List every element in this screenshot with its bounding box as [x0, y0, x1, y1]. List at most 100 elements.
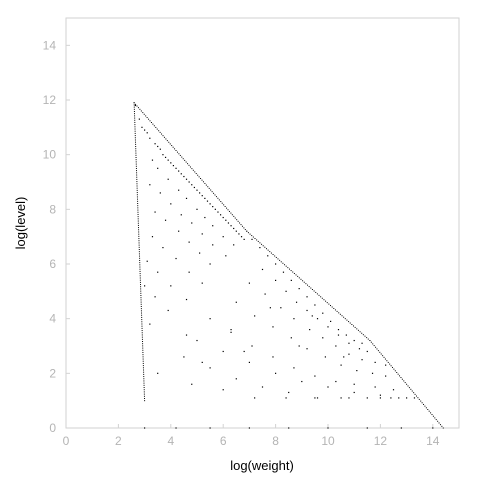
boundary-upper-point — [192, 169, 194, 171]
boundary-upper-point — [375, 346, 377, 348]
boundary-left-point — [137, 216, 139, 218]
boundary-left-point — [140, 301, 142, 303]
y-tick-label: 0 — [49, 421, 56, 435]
data-point — [295, 301, 298, 303]
boundary-left-point — [135, 165, 137, 167]
boundary-left-point — [141, 338, 143, 340]
boundary-left-point — [142, 347, 144, 349]
data-point — [209, 203, 211, 205]
boundary-left-point — [140, 295, 142, 297]
boundary-left-point — [137, 207, 139, 209]
data-point — [196, 208, 198, 210]
boundary-left-point — [134, 135, 136, 137]
data-point — [144, 129, 146, 131]
boundary-upper-point — [430, 412, 432, 414]
boundary-upper-point — [406, 383, 408, 385]
boundary-upper-point — [270, 252, 272, 254]
data-point — [285, 290, 287, 292]
boundary-upper-point — [300, 278, 302, 280]
boundary-left-point — [137, 209, 139, 211]
boundary-upper-point — [320, 296, 322, 298]
boundary-upper-point — [244, 229, 246, 231]
boundary-upper-point — [284, 264, 286, 266]
boundary-left-point — [139, 279, 141, 281]
boundary-upper-point — [182, 158, 184, 160]
boundary-upper-point — [382, 355, 384, 357]
data-point — [199, 192, 201, 194]
data-point — [191, 184, 193, 186]
data-point — [385, 364, 387, 366]
data-point — [353, 391, 355, 394]
boundary-upper-point — [287, 267, 289, 269]
data-point — [371, 372, 374, 374]
boundary-upper-point — [353, 325, 355, 327]
data-point — [259, 247, 261, 249]
boundary-left-point — [138, 240, 140, 242]
boundary-upper-point — [139, 108, 141, 110]
boundary-upper-point — [399, 375, 401, 377]
data-point — [285, 397, 287, 399]
data-point — [261, 268, 264, 271]
boundary-upper-point — [439, 424, 441, 426]
y-tick-label: 4 — [49, 312, 56, 326]
data-point — [178, 189, 180, 191]
data-point — [301, 380, 303, 383]
boundary-upper-point — [204, 182, 206, 184]
boundary-left-point — [139, 255, 141, 257]
data-point — [204, 216, 206, 219]
boundary-left-point — [133, 110, 135, 112]
data-point — [157, 271, 159, 273]
boundary-upper-point — [418, 398, 420, 400]
y-tick-label: 2 — [49, 366, 56, 380]
data-point — [222, 216, 224, 219]
data-point — [314, 375, 316, 377]
data-point — [398, 397, 400, 399]
data-point — [151, 236, 154, 238]
boundary-upper-point — [396, 371, 398, 373]
boundary-upper-point — [421, 402, 423, 404]
boundary-left-point — [143, 373, 145, 375]
boundary-upper-point — [390, 365, 392, 367]
boundary-upper-point — [259, 242, 261, 244]
data-point — [238, 233, 240, 235]
data-point — [275, 263, 277, 265]
data-point — [358, 348, 361, 350]
data-point — [217, 211, 219, 213]
data-point — [157, 167, 159, 169]
boundary-upper-point — [227, 209, 229, 211]
boundary-upper-point — [379, 351, 381, 353]
data-point — [322, 337, 324, 339]
boundary-upper-point — [351, 323, 353, 325]
data-point — [149, 184, 151, 186]
boundary-upper-point — [162, 135, 164, 137]
boundary-left-point — [138, 235, 140, 237]
data-point — [379, 397, 381, 399]
boundary-left-point — [134, 137, 136, 139]
boundary-upper-point — [410, 388, 412, 390]
data-point — [385, 375, 387, 377]
boundary-left-point — [136, 181, 138, 183]
boundary-left-point — [136, 178, 138, 180]
boundary-upper-point — [386, 360, 388, 362]
data-point — [348, 342, 350, 344]
data-point — [188, 181, 190, 183]
boundary-upper-point — [372, 343, 374, 345]
boundary-upper-point — [318, 294, 320, 296]
data-point — [314, 397, 316, 399]
boundary-upper-point — [243, 227, 245, 229]
boundary-left-point — [142, 343, 144, 345]
boundary-upper-point — [269, 251, 271, 253]
boundary-upper-point — [428, 410, 430, 412]
boundary-left-point — [139, 281, 141, 283]
boundary-upper-point — [330, 305, 332, 307]
boundary-upper-point — [207, 186, 209, 188]
data-point — [406, 397, 408, 399]
boundary-left-point — [140, 299, 142, 301]
data-point — [146, 132, 148, 134]
boundary-upper-point — [359, 331, 361, 333]
boundary-upper-point — [311, 289, 313, 291]
data-point — [361, 342, 363, 344]
boundary-left-point — [140, 308, 142, 310]
data-point — [170, 162, 172, 164]
boundary-upper-point — [195, 173, 197, 175]
